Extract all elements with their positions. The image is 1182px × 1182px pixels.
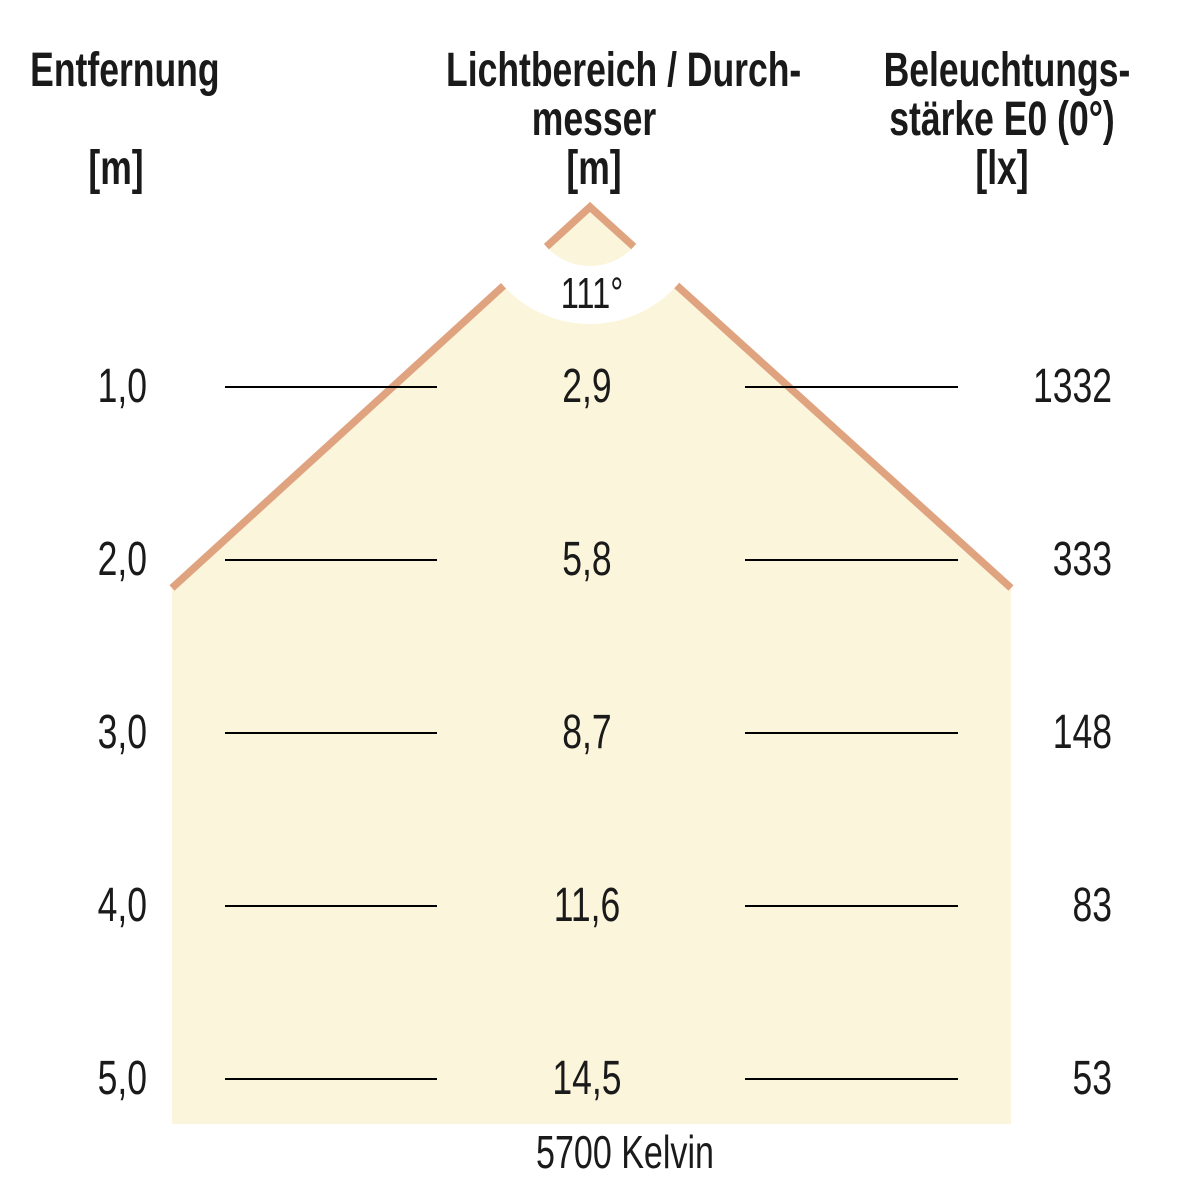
distance-value: 5,0 [97, 1052, 147, 1105]
table-row-3: 3,0 8,7 148 [0, 709, 1182, 757]
table-row-4: 4,0 11,6 83 [0, 882, 1182, 930]
diameter-value: 2,9 [562, 360, 612, 413]
diameter-value: 14,5 [552, 1052, 622, 1105]
table-row-5: 5,0 14,5 53 [0, 1055, 1182, 1103]
column-header-distance-unit: [m] [88, 142, 144, 195]
illuminance-value: 83 [1072, 879, 1112, 932]
column-header-distance-line1: Entfernung [30, 44, 220, 97]
column-header-diameter-line2: messer [531, 93, 657, 146]
illuminance-value: 333 [1052, 533, 1112, 586]
distance-value: 4,0 [97, 879, 147, 932]
column-header-illuminance-unit: [lx] [975, 142, 1029, 195]
distance-value: 2,0 [97, 533, 147, 586]
column-header-illuminance-line2: stärke E0 (0°) [889, 93, 1115, 146]
light-cone-fill [172, 207, 1011, 1124]
illuminance-value: 148 [1052, 706, 1112, 759]
illuminance-value: 1332 [1032, 360, 1112, 413]
diameter-value: 11,6 [553, 879, 621, 932]
column-header-diameter: Lichtbereich / Durch- messer [m] [394, 44, 802, 195]
table-row-2: 2,0 5,8 333 [0, 536, 1182, 584]
table-row-1: 1,0 2,9 1332 [0, 363, 1182, 411]
diameter-value: 8,7 [562, 706, 612, 759]
light-cone-edges [169, 201, 1014, 591]
column-header-diameter-line1: Lichtbereich / Durch- [446, 44, 802, 97]
column-header-distance: Entfernung [m] [0, 46, 232, 193]
beam-angle-gap-arc [473, 90, 707, 324]
column-header-illuminance-line1: Beleuchtungs- [883, 44, 1131, 97]
column-header-diameter-unit: [m] [566, 142, 622, 195]
column-header-distance-line2 [30, 95, 202, 144]
illuminance-value: 53 [1072, 1052, 1112, 1105]
row-tick-lines [225, 386, 958, 1080]
kelvin-label: 5700 Kelvin [536, 1126, 714, 1178]
diameter-value: 5,8 [562, 533, 612, 586]
distance-value: 3,0 [97, 706, 147, 759]
beam-angle-label: 111° [560, 269, 624, 318]
distance-value: 1,0 [97, 360, 147, 413]
column-header-illuminance: Beleuchtungs- stärke E0 (0°) [lx] [842, 46, 1162, 193]
